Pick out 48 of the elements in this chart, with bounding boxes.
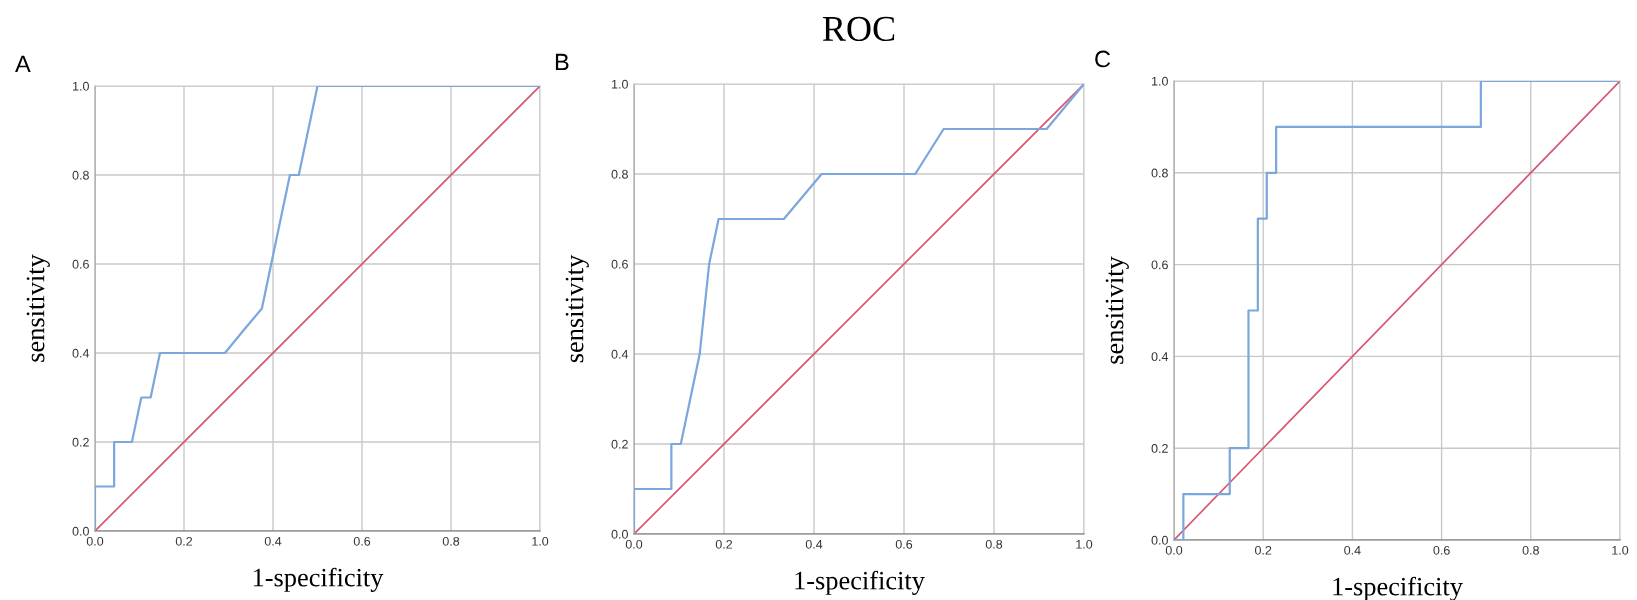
chart-title: ROC [822,16,895,42]
y-axis-title: sensitivity [26,254,50,362]
y-tick-label: 0.6 [611,259,628,269]
y-tick-label: 1.0 [1152,76,1168,86]
x-axis-title: 1-specificity [253,567,384,592]
y-axis-title: sensitivity [565,254,589,363]
x-tick-label: 0.0 [625,539,643,549]
x-tick-label: 0.2 [175,536,193,546]
y-tick-label: 0.4 [72,348,90,358]
y-tick-label: 0.2 [611,439,628,449]
text: A [15,55,31,73]
text: B [555,53,569,71]
y-axis-title: sensitivity [1105,256,1129,364]
y-tick-label: 0.8 [72,170,89,180]
line-series [1174,81,1620,540]
x-tick-label: 0.6 [1433,545,1450,555]
text: C [1095,50,1111,68]
x-tick-label: 0.0 [86,536,104,546]
y-tick-label: 0.6 [1151,260,1168,270]
x-tick-label: 1.0 [1076,539,1093,549]
y-tick-label: 0.4 [1151,352,1169,362]
line-series [634,84,1084,534]
x-tick-label: 0.4 [264,536,282,546]
x-tick-label: 0.2 [1255,545,1272,555]
x-tick-label: 0.4 [1344,545,1361,555]
x-tick-label: 0.4 [805,539,823,549]
y-tick-label: 0.8 [1151,168,1168,178]
x-tick-label: 0.6 [353,536,371,546]
x-tick-label: 0.8 [1522,545,1539,555]
x-tick-label: 1.0 [532,536,549,546]
y-tick-label: 0.2 [1151,444,1168,453]
x-tick-label: 0.2 [715,539,733,549]
y-tick-label: 0.8 [611,169,628,179]
y-tick-label: 1.0 [612,79,628,89]
x-tick-label: 0.6 [895,539,913,549]
x-axis-title: 1-specificity [1333,576,1463,600]
y-tick-label: 0.4 [611,349,629,359]
y-tick-label: 0.2 [72,437,89,447]
y-tick-label: 0.0 [611,529,628,539]
y-tick-label: 1.0 [73,81,89,91]
line-series [95,86,540,531]
x-tick-label: 1.0 [1612,545,1629,555]
x-tick-label: 0.8 [442,536,460,546]
x-tick-label: 0.8 [985,539,1003,549]
y-tick-label: 0.6 [72,259,89,269]
x-axis-title: 1-specificity [795,570,925,595]
x-tick-label: 0.0 [1165,545,1183,555]
y-tick-label: 0.0 [72,526,89,536]
